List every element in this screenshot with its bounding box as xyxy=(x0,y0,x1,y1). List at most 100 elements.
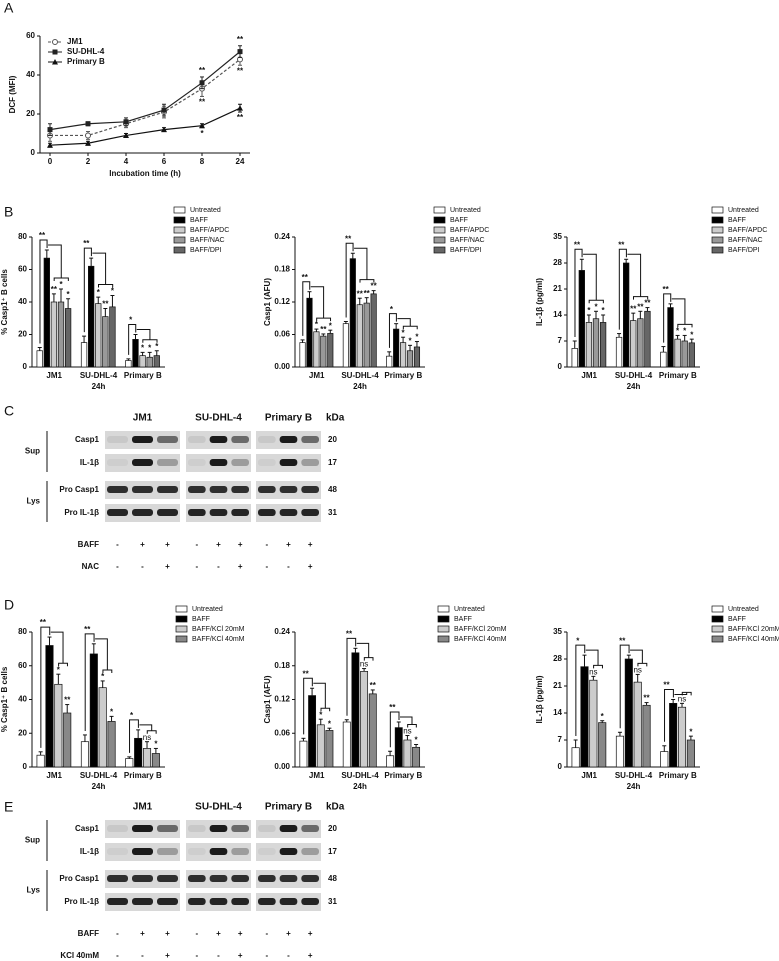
bar xyxy=(386,755,395,768)
kda-value: 31 xyxy=(328,897,337,906)
legend-swatch xyxy=(173,236,186,244)
point xyxy=(52,59,58,65)
bracket-label: * xyxy=(130,711,134,720)
bar xyxy=(308,695,317,768)
treatment-label: BAFF xyxy=(78,929,99,938)
bracket xyxy=(50,631,68,667)
significance: * xyxy=(587,306,591,315)
x-tick-label: 2 xyxy=(86,157,91,166)
band xyxy=(231,848,249,855)
treatment-sign: + xyxy=(308,562,313,571)
legend-label: BAFF xyxy=(728,217,746,224)
bar xyxy=(142,748,152,768)
bracket-label: ** xyxy=(619,636,626,645)
band xyxy=(188,459,206,466)
band xyxy=(188,848,206,855)
band xyxy=(107,436,128,443)
band xyxy=(107,459,128,466)
legend-swatch xyxy=(433,206,446,214)
treatment-sign: + xyxy=(165,929,170,938)
treatment-sign: + xyxy=(216,929,221,938)
bar xyxy=(57,301,65,368)
bar xyxy=(349,258,356,368)
band xyxy=(258,486,276,493)
x-tick-label: Primary B xyxy=(124,371,162,380)
bar xyxy=(153,355,160,368)
significance: ** xyxy=(644,299,651,308)
point xyxy=(123,132,129,138)
band xyxy=(279,486,298,493)
bracket-label: ** xyxy=(389,703,396,712)
bracket xyxy=(40,626,51,748)
legend-label: BAFF xyxy=(728,616,746,623)
point xyxy=(47,127,53,133)
bracket xyxy=(388,313,397,348)
bracket xyxy=(83,247,92,333)
legend-label: Untreated xyxy=(728,606,759,613)
y-tick-label: 40 xyxy=(18,297,27,306)
band xyxy=(157,848,178,855)
band xyxy=(132,509,153,516)
significance: * xyxy=(319,710,323,719)
band xyxy=(188,875,206,882)
bar xyxy=(306,297,313,368)
y-tick-label: 0.18 xyxy=(274,661,290,670)
x-tick-label: Primary B xyxy=(384,771,422,780)
y-tick-label: 21 xyxy=(553,681,562,690)
legend-swatch xyxy=(433,246,446,254)
band xyxy=(231,898,249,905)
bracket-label: ** xyxy=(663,681,670,690)
bracket-label: ** xyxy=(574,240,581,249)
band xyxy=(132,459,153,466)
bar xyxy=(667,307,674,368)
bar xyxy=(599,322,607,368)
x-tick-label: 0 xyxy=(48,157,53,166)
bar xyxy=(630,320,637,368)
legend-label: BAFF/APDC xyxy=(190,227,229,234)
bracket-label: ** xyxy=(39,231,46,240)
x-tick-label: JM1 xyxy=(309,771,325,780)
significance: ** xyxy=(630,304,637,313)
significance: * xyxy=(315,320,319,329)
kda-header: kDa xyxy=(326,802,345,813)
x-tick-label: Primary B xyxy=(659,371,697,380)
legend-swatch xyxy=(711,236,724,244)
bar xyxy=(571,747,580,768)
legend-label: BAFF/DPI xyxy=(450,247,482,254)
bar xyxy=(36,350,43,368)
significance: ** xyxy=(357,289,364,298)
x-axis-label: 24h xyxy=(627,782,641,791)
kda-value: 17 xyxy=(328,458,337,467)
row-label: Casp1 xyxy=(75,435,100,444)
x-axis-label: 24h xyxy=(92,782,106,791)
treatment-sign: + xyxy=(308,951,313,960)
bar xyxy=(351,652,360,768)
significance: ns xyxy=(589,667,597,676)
bar xyxy=(592,318,600,368)
point xyxy=(237,105,243,111)
bracket xyxy=(397,318,418,330)
bar xyxy=(151,753,160,768)
band xyxy=(157,459,178,466)
x-tick-label: JM1 xyxy=(309,371,325,380)
band xyxy=(301,459,319,466)
row-label: Casp1 xyxy=(75,824,100,833)
kda-value: 20 xyxy=(328,824,337,833)
significance: * xyxy=(408,336,412,345)
bar xyxy=(80,741,89,768)
band xyxy=(258,825,276,832)
band xyxy=(258,848,276,855)
treatment-sign: - xyxy=(217,951,220,960)
significance: * xyxy=(97,288,101,297)
x-tick-label: SU-DHL-4 xyxy=(615,771,653,780)
band xyxy=(301,825,319,832)
band xyxy=(231,486,249,493)
series-line xyxy=(50,58,241,137)
bar xyxy=(64,308,72,368)
point xyxy=(47,142,53,148)
bracket-label: * xyxy=(390,305,394,314)
bar xyxy=(88,265,95,368)
band xyxy=(258,509,276,516)
bar xyxy=(325,730,334,768)
bar xyxy=(669,703,678,768)
